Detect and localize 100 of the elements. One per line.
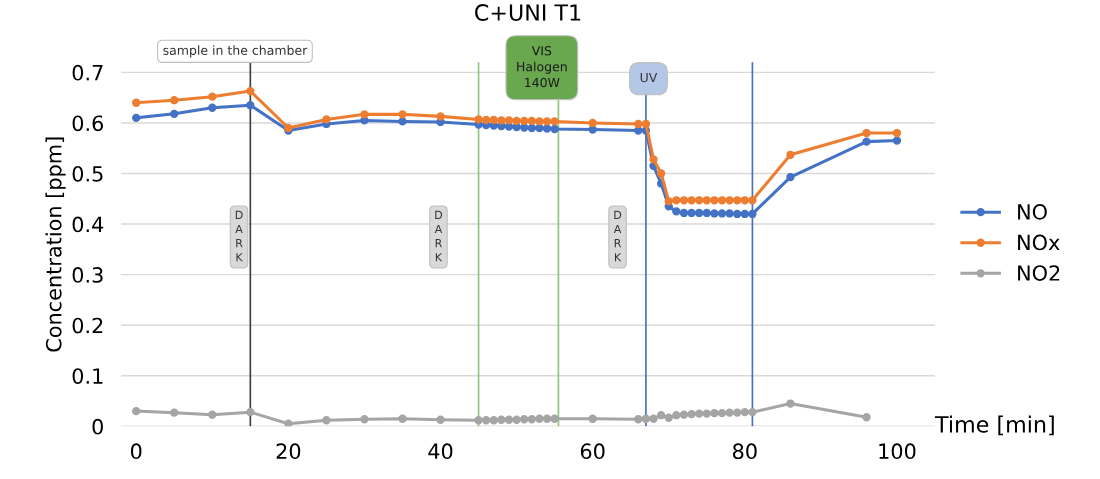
point bbox=[679, 196, 689, 205]
point bbox=[512, 415, 521, 424]
annotation: D A R K bbox=[613, 210, 622, 262]
point bbox=[520, 123, 529, 132]
point bbox=[504, 122, 514, 131]
point bbox=[398, 414, 407, 423]
point bbox=[687, 410, 696, 419]
point bbox=[481, 115, 491, 125]
point bbox=[725, 196, 734, 205]
point bbox=[641, 119, 651, 129]
point bbox=[656, 411, 666, 420]
point bbox=[208, 103, 217, 112]
point bbox=[497, 415, 506, 424]
point bbox=[786, 399, 795, 408]
point bbox=[170, 96, 179, 105]
y-tick-label: 0.6 bbox=[72, 115, 104, 132]
point bbox=[489, 115, 498, 125]
point bbox=[208, 92, 217, 101]
point bbox=[504, 415, 514, 424]
point bbox=[740, 196, 749, 205]
point bbox=[634, 119, 643, 129]
text: sample in the chamber bbox=[163, 45, 308, 58]
point bbox=[664, 197, 673, 206]
point bbox=[748, 196, 757, 205]
point bbox=[725, 408, 734, 417]
point bbox=[687, 196, 696, 205]
x-axis-title: Time [min] bbox=[934, 415, 1054, 436]
point bbox=[702, 196, 711, 205]
point bbox=[489, 416, 498, 425]
point bbox=[672, 196, 681, 205]
legend-label: NO2 bbox=[1018, 265, 1060, 281]
point bbox=[740, 209, 749, 219]
point bbox=[695, 196, 704, 205]
point bbox=[649, 155, 658, 164]
point bbox=[664, 413, 673, 422]
point bbox=[542, 117, 552, 126]
y-tick-label: 0.4 bbox=[72, 216, 104, 233]
point bbox=[748, 209, 757, 219]
point bbox=[679, 410, 689, 419]
point bbox=[672, 207, 681, 216]
y-tick-label: 0.5 bbox=[72, 165, 103, 182]
point bbox=[535, 414, 544, 423]
x-tick-label: 0 bbox=[130, 443, 142, 460]
x-tick-label: 80 bbox=[732, 443, 757, 460]
point bbox=[702, 409, 711, 418]
point bbox=[687, 208, 696, 218]
point bbox=[733, 408, 742, 417]
point bbox=[740, 407, 749, 417]
x-tick-label: 100 bbox=[879, 443, 916, 460]
point bbox=[672, 411, 681, 420]
point bbox=[322, 416, 331, 425]
chart-title: C+UNI T1 bbox=[475, 4, 581, 21]
point bbox=[733, 196, 742, 205]
point bbox=[634, 126, 643, 135]
point bbox=[695, 208, 704, 218]
point bbox=[634, 415, 643, 424]
point bbox=[717, 408, 727, 418]
point bbox=[436, 112, 445, 121]
point bbox=[649, 414, 658, 423]
point bbox=[862, 413, 871, 422]
point bbox=[641, 414, 651, 423]
point bbox=[208, 410, 217, 419]
point bbox=[535, 123, 544, 133]
x-tick-label: 40 bbox=[428, 443, 453, 460]
point bbox=[436, 415, 445, 424]
point bbox=[481, 416, 491, 425]
point bbox=[246, 407, 255, 417]
y-tick-label: 0.1 bbox=[72, 368, 103, 384]
x-tick-label: 60 bbox=[580, 443, 605, 460]
legend-label: NOx bbox=[1018, 234, 1060, 251]
legend-label: NO bbox=[1018, 204, 1047, 220]
point bbox=[702, 208, 711, 218]
point bbox=[246, 86, 255, 96]
point bbox=[520, 415, 529, 424]
point bbox=[132, 113, 141, 123]
point bbox=[892, 128, 902, 138]
point bbox=[520, 116, 529, 126]
point bbox=[733, 209, 742, 219]
point bbox=[512, 116, 521, 126]
y-axis-title: Concentration [ppm] bbox=[45, 137, 66, 352]
point bbox=[527, 415, 536, 424]
point bbox=[246, 101, 255, 110]
point bbox=[786, 150, 795, 159]
point bbox=[550, 124, 559, 134]
point bbox=[748, 407, 757, 417]
point bbox=[170, 408, 179, 417]
point bbox=[588, 414, 597, 423]
annotation: D A R K bbox=[434, 210, 443, 262]
point bbox=[284, 419, 293, 427]
point bbox=[474, 416, 483, 425]
point bbox=[535, 117, 544, 126]
point bbox=[710, 408, 719, 418]
point bbox=[862, 128, 871, 138]
point bbox=[550, 117, 559, 126]
point bbox=[322, 115, 331, 124]
annotation: UV bbox=[640, 72, 658, 83]
point bbox=[710, 196, 719, 205]
point bbox=[550, 414, 559, 423]
point bbox=[398, 117, 407, 126]
y-tick-label: 0.7 bbox=[72, 64, 103, 81]
